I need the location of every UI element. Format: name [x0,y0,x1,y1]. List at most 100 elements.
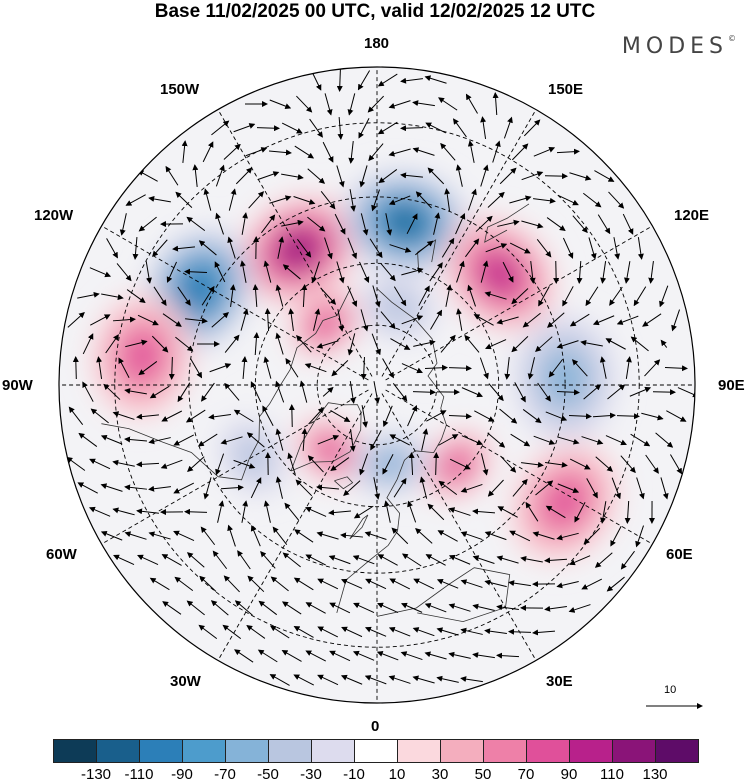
wind-arrow [336,68,343,92]
wind-arrow [118,357,130,378]
wind-arrow [138,216,157,232]
wind-arrow [337,309,345,332]
wind-arrow [594,552,613,568]
wind-arrow [378,169,398,184]
wind-arrow [474,410,495,422]
wind-arrow [72,356,79,380]
wind-arrow [330,410,351,423]
wind-arrow [392,382,408,402]
wind-arrow [353,505,374,519]
wind-arrow [408,452,415,476]
wind-arrow [436,627,459,636]
wind-arrow [223,575,240,593]
wind-arrow [246,432,265,448]
wind-arrow [400,172,423,179]
colorbar-swatch [655,739,699,763]
wind-arrow [467,188,477,211]
wind-arrow [557,436,580,445]
coastline [349,514,369,540]
wind-arrow [400,125,424,132]
wind-arrow [583,527,601,545]
wind-arrow [160,459,183,469]
wind-arrow [168,356,175,380]
wind-arrow [125,194,146,206]
wind-arrow [199,575,217,592]
wind-arrow [359,453,369,476]
colorbar-swatch [268,739,312,763]
wind-arrow [557,483,580,494]
wind-arrow [480,116,487,139]
wind-arrow [532,629,556,636]
wind-arrow [456,260,465,283]
wind-arrow [424,603,447,613]
wind-arrow [296,95,313,113]
wind-arrow [349,189,356,212]
wind-arrow [636,477,645,500]
wind-arrow [269,99,292,109]
wind-arrow [581,578,603,590]
wind-arrow [340,674,363,685]
wind-arrow [296,335,312,353]
wind-arrow [201,285,215,306]
wind-arrow [583,192,602,208]
wind-arrow [641,412,664,421]
wind-arrow [185,409,206,423]
wind-arrow [595,456,614,472]
wind-arrow [509,195,532,204]
colorbar-swatch [182,739,226,763]
wind-arrow [535,336,553,352]
wind-arrow [659,285,669,308]
wind-arrow [492,140,501,163]
meridian-line [217,109,373,377]
wind-arrow [284,502,300,521]
wind-arrow [136,413,159,420]
wind-arrow [285,357,299,378]
colorbar-tick-label: 70 [517,766,535,783]
wind-arrow [352,555,375,565]
wind-arrow [548,358,564,378]
wind-arrow [305,602,326,614]
wind-arrow [532,531,555,540]
wind-arrow [307,455,324,473]
wind-arrow [148,531,171,540]
wind-arrow [500,455,517,473]
wind-arrow [162,313,182,327]
wind-arrow [357,70,371,91]
wind-arrow [269,625,290,639]
wind-arrow [585,286,599,307]
wind-arrow [605,435,627,446]
wind-arrow [148,485,171,492]
wind-arrow [438,480,458,496]
wind-arrow [125,339,148,348]
wind-arrow [488,383,504,402]
wind-arrow [600,501,607,524]
wind-arrow [522,312,541,328]
wind-arrow [116,263,132,282]
wind-arrow [606,576,625,592]
wind-arrow [275,476,283,499]
wind-arrow [460,627,483,635]
wind-arrow [148,437,171,445]
wind-arrow [480,453,489,476]
wind-arrow [293,577,314,591]
wind-arrow [165,165,179,186]
wind-arrow [389,244,412,253]
wind-arrow [126,289,146,304]
graticule [59,67,695,703]
wind-arrow [562,286,574,307]
wind-arrow [382,454,394,475]
wind-arrow [106,238,118,259]
wind-arrow [192,164,199,187]
wind-arrow [620,550,635,570]
wind-arrow [504,357,511,380]
wind-arrow [214,261,226,283]
wind-arrow [224,382,240,401]
wind-arrow [277,236,285,259]
wind-arrow [448,365,472,372]
wind-arrow [385,213,393,236]
wind-arrow [400,602,423,613]
wind-arrow [521,461,544,468]
wind-arrow [200,526,216,546]
wind-arrow [208,413,231,420]
wind-arrow [644,359,661,377]
